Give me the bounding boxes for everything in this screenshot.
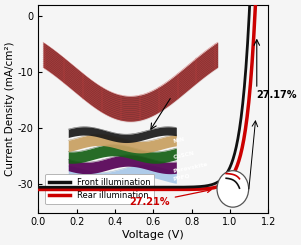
Legend: Front illumination, Rear illumination: Front illumination, Rear illumination xyxy=(45,174,154,204)
Text: 27.21%: 27.21% xyxy=(129,189,211,208)
Text: PPFQ: PPFQ xyxy=(173,173,191,181)
Text: Perovskite: Perovskite xyxy=(173,162,209,174)
Text: 27.17%: 27.17% xyxy=(256,90,296,100)
Y-axis label: Current Density (mA/cm²): Current Density (mA/cm²) xyxy=(5,41,15,176)
X-axis label: Voltage (V): Voltage (V) xyxy=(123,230,184,240)
Text: CuSCN: CuSCN xyxy=(173,150,195,159)
Ellipse shape xyxy=(217,171,249,207)
Text: NiN: NiN xyxy=(173,137,185,144)
